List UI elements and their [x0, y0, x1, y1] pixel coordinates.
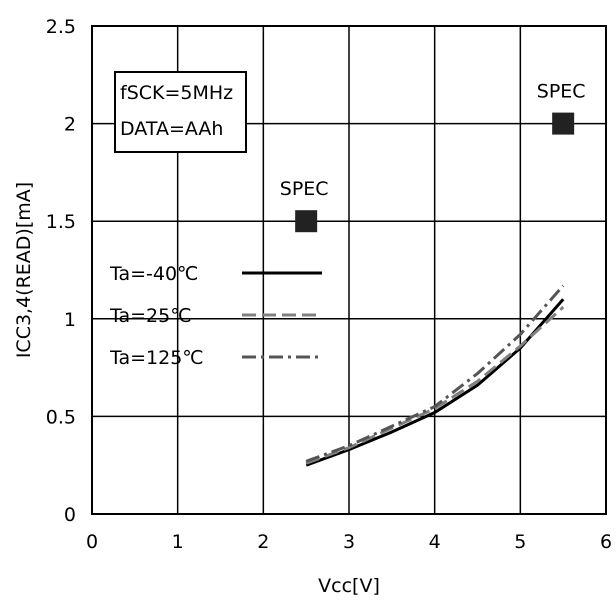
x-tick-label: 5	[514, 531, 526, 553]
y-axis-label: ICC3,4(READ)[mA]	[13, 182, 35, 358]
x-tick-label: 4	[429, 531, 441, 553]
spec-marker	[295, 210, 317, 232]
legend: Ta=-40℃ Ta=25℃ Ta=125℃	[109, 263, 322, 369]
y-tick-label: 0	[64, 504, 76, 526]
x-tick-label: 1	[172, 531, 184, 553]
spec-label: SPEC	[280, 178, 329, 200]
x-tick-label: 0	[86, 531, 98, 553]
conditions-box: fSCK=5MHz DATA=AAh	[115, 72, 246, 152]
legend-label: Ta=25℃	[109, 305, 192, 327]
spec-marker	[552, 113, 574, 135]
y-tick-label: 2.5	[46, 16, 76, 38]
x-tick-label: 3	[343, 531, 355, 553]
spec-markers: SPEC SPEC	[280, 81, 586, 233]
x-axis-label: Vcc[V]	[318, 575, 380, 597]
condition-data: DATA=AAh	[120, 118, 223, 140]
y-tick-label: 1	[64, 309, 76, 331]
y-tick-label: 2	[64, 114, 76, 136]
spec-label: SPEC	[537, 81, 586, 103]
y-tick-label: 1.5	[46, 211, 76, 233]
legend-label: Ta=125℃	[109, 347, 204, 369]
legend-label: Ta=-40℃	[109, 263, 198, 285]
condition-fsck: fSCK=5MHz	[120, 82, 233, 104]
x-tick-label: 2	[257, 531, 269, 553]
x-tick-label: 6	[600, 531, 612, 553]
y-tick-label: 0.5	[46, 406, 76, 428]
